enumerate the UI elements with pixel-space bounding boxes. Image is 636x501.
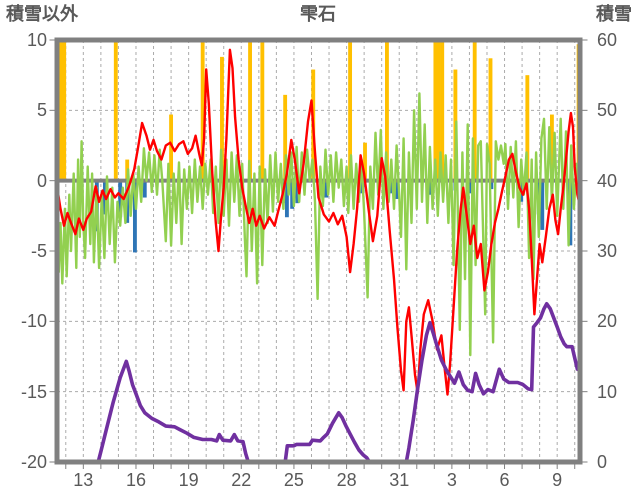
x-axis-tick-label: 6 [499, 470, 510, 490]
blue-bar [132, 180, 137, 253]
blue-bar [142, 180, 147, 198]
orange-bar [348, 40, 353, 181]
x-axis-tick-label: 9 [552, 470, 563, 490]
left-axis-tick-label: 5 [36, 100, 47, 121]
right-axis-tick-label: 40 [597, 170, 618, 191]
right-axis-tick-label: 10 [597, 381, 618, 402]
left-axis-tick-label: 10 [26, 30, 47, 50]
orange-bar [440, 40, 445, 181]
chart-title: 雫石 [300, 4, 336, 24]
orange-bar [385, 40, 389, 181]
orange-bar [525, 75, 530, 181]
blue-bar [540, 180, 545, 230]
x-axis-tick-label: 13 [73, 470, 94, 490]
left-axis-tick-label: 0 [36, 170, 47, 191]
green-line [57, 92, 580, 357]
left-axis-tick-label: -20 [20, 452, 47, 472]
x-axis-tick-label: 28 [336, 470, 357, 490]
purple-snow-depth-line [57, 301, 580, 462]
orange-bar [248, 40, 252, 181]
orange-bar [169, 114, 174, 181]
right-axis-tick-label: 50 [597, 100, 618, 121]
orange-bar [433, 40, 441, 181]
left-axis-tick-label: -5 [30, 241, 47, 261]
orange-bar [260, 40, 265, 181]
orange-bar [113, 40, 118, 181]
orange-bar [363, 142, 367, 181]
blue-bar [324, 180, 329, 198]
left-axis-tick-label: -10 [20, 311, 47, 332]
orange-bar [220, 56, 224, 181]
x-axis-tick-label: 25 [283, 470, 304, 490]
right-axis-tick-label: 30 [597, 241, 618, 261]
left-axis-tick-label: -15 [20, 381, 47, 402]
x-axis-tick-label: 19 [178, 470, 199, 490]
orange-bar [488, 58, 493, 181]
blue-bar [118, 180, 123, 218]
blue-bar [284, 180, 289, 218]
x-axis-tick-label: 16 [125, 470, 146, 490]
right-axis-tick-label: 60 [597, 30, 618, 50]
left-axis-title: 積雪以外 [6, 4, 78, 24]
x-axis-tick-label: 31 [389, 470, 410, 490]
right-axis-title: 積雪 [596, 4, 632, 24]
plot-border [54, 37, 583, 465]
orange-bar [283, 94, 288, 181]
orange-bar [549, 114, 554, 181]
red-line [57, 48, 580, 396]
right-axis-tick-label: 0 [597, 452, 608, 472]
blue-bar [395, 180, 400, 199]
blue-bar [295, 180, 300, 204]
orange-bar [57, 40, 67, 181]
right-axis-tick-label: 20 [597, 311, 618, 332]
orange-bar [472, 40, 477, 181]
orange-bar [200, 40, 205, 181]
x-axis-tick-label: 3 [446, 470, 457, 490]
blue-bar [489, 180, 494, 190]
x-axis-tick-label: 22 [231, 470, 252, 490]
